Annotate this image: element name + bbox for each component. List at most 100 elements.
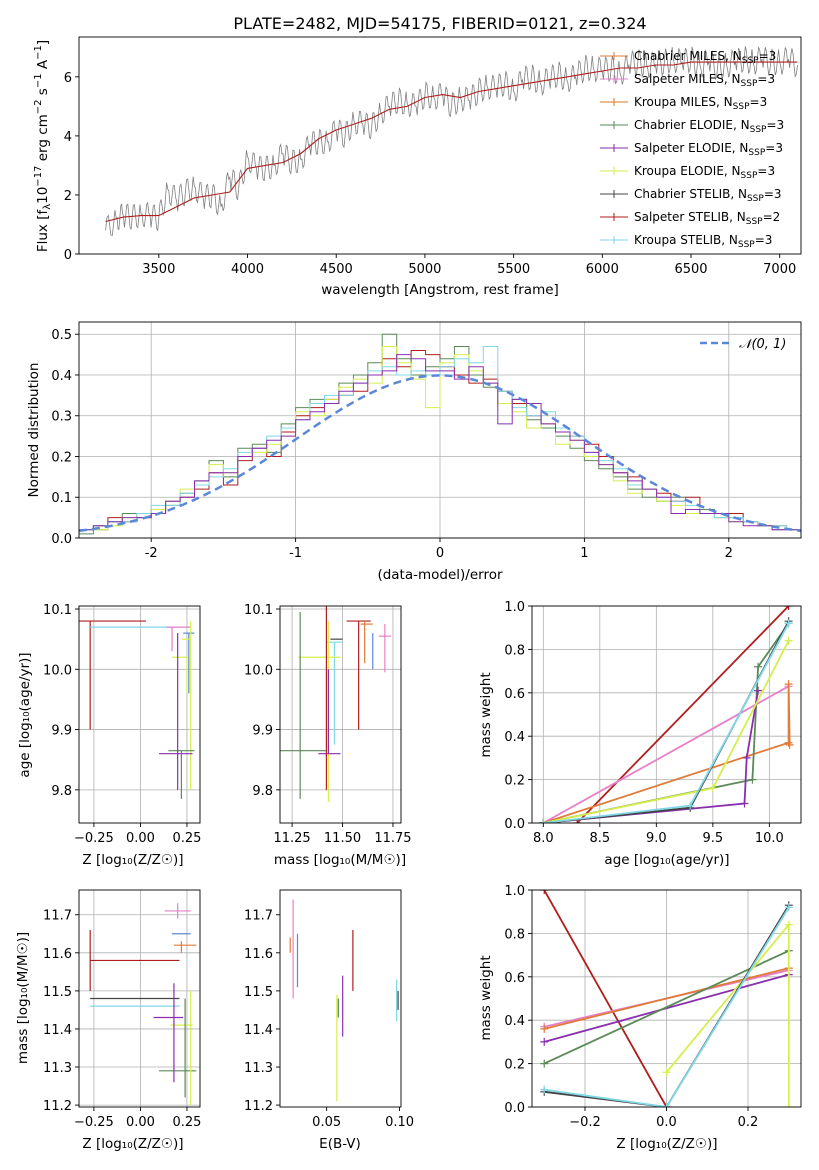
x-tick-label: −0.25 <box>74 1115 114 1130</box>
y-tick-label: 0.4 <box>504 730 525 745</box>
y-tick-label: 9.9 <box>252 724 273 739</box>
x-tick-label: 3500 <box>142 262 175 277</box>
y-tick-label: 1.0 <box>504 600 525 615</box>
weight-point <box>662 1068 671 1077</box>
y-tick-label: 9.8 <box>252 784 273 799</box>
mass-z-ylabel: mass [log₁₀(M/M☉)] <box>15 932 31 1064</box>
spectrum-ylabel: Flux [fλ10−17 erg cm−2 s−1 A−1] <box>33 40 53 252</box>
plot-area <box>105 45 798 236</box>
y-tick-label: 0.5 <box>51 328 72 343</box>
weight-point <box>754 662 763 671</box>
y-tick-label: 0.0 <box>51 532 72 547</box>
y-tick-label: 10.0 <box>43 663 72 678</box>
y-tick-label: 11.5 <box>43 985 72 1000</box>
weight-point <box>785 740 794 749</box>
x-tick-label: 2 <box>725 546 733 561</box>
weight-age-plot: 8.0 8.5 9.0 9.5 10.0 0.0 0.2 0.4 0.6 0.8 1.0 <box>504 600 802 846</box>
x-tick-label: 8.0 <box>533 831 554 846</box>
weight-age-ylabel: mass weight <box>478 672 494 757</box>
x-tick-label: 0.0 <box>656 1115 677 1130</box>
weight-point <box>708 784 717 793</box>
y-tick-label: 11.2 <box>43 1099 72 1114</box>
plot-area <box>89 903 197 1106</box>
weight-point <box>686 801 695 810</box>
spectrum-data-line <box>105 45 798 236</box>
age-mass-panel: 11.25 11.50 11.75 9.8 9.9 10.0 10.1 mass [log₁… <box>244 603 411 868</box>
weight-line <box>543 949 790 1065</box>
y-tick-label: 0 <box>64 248 72 263</box>
weight-line <box>543 684 791 823</box>
axes-frame <box>279 605 402 824</box>
residual-plot: -2 -1 0 1 2 0.0 0.1 0.2 0.3 0.4 0.5 <box>51 321 802 561</box>
y-tick-label: 11.7 <box>43 909 72 924</box>
residual-legend: 𝒩(0, 1) <box>700 337 786 352</box>
error-bar-point <box>326 641 343 745</box>
x-tick-label: 7000 <box>763 262 796 277</box>
age-z-panel: −0.25 0.00 0.25 9.8 9.9 10.0 10.1 Z [log₁₀(Z/Z… <box>17 603 201 868</box>
y-tick-label: 0.6 <box>504 687 525 702</box>
weight-point <box>784 1103 793 1107</box>
y-tick-label: 11.6 <box>43 947 72 962</box>
x-tick-label: 4500 <box>320 262 353 277</box>
error-bar-point <box>346 620 371 730</box>
y-tick-label: 10.1 <box>244 603 273 618</box>
weight-point <box>539 819 548 823</box>
weight-line <box>544 906 790 1107</box>
x-tick-label: 6000 <box>586 262 619 277</box>
weight-point <box>662 1103 671 1107</box>
normal-legend-label: 𝒩(0, 1) <box>739 337 786 352</box>
x-tick-label: 0.2 <box>738 1115 759 1130</box>
y-tick-label: 0.2 <box>51 450 72 465</box>
legend-label: Chabrier ELODIE, NSSP=3 <box>634 118 784 135</box>
weight-z-plot: −0.2 0.0 0.2 0.0 0.2 0.4 0.6 0.8 1.0 <box>504 884 802 1130</box>
y-tick-label: 0.8 <box>504 927 525 942</box>
x-tick-label: -2 <box>145 546 158 561</box>
mass-ebv-xlabel: E(B-V) <box>319 1136 361 1152</box>
y-tick-label: 9.8 <box>51 784 72 799</box>
y-tick-label: 10.1 <box>43 603 72 618</box>
error-bar-point <box>318 669 341 755</box>
error-bar-point <box>280 612 327 799</box>
x-tick-label: 0.00 <box>126 1115 155 1130</box>
weight-z-xlabel: Z [log₁₀(Z/Z☉)] <box>616 1136 717 1152</box>
age-mass-plot: 11.25 11.50 11.75 9.8 9.9 10.0 10.1 <box>244 603 411 846</box>
plot-area <box>280 606 391 802</box>
plot-area <box>539 606 794 823</box>
x-tick-label: 10.0 <box>755 831 784 846</box>
axes-frame <box>279 889 402 1108</box>
weight-point <box>784 680 793 689</box>
age-z-ylabel: age [log₁₀(age/yr)] <box>17 652 33 777</box>
x-tick-label: 5500 <box>497 262 530 277</box>
weight-point <box>784 606 793 610</box>
y-tick-label: 0.3 <box>51 410 72 425</box>
x-tick-label: 1 <box>580 546 588 561</box>
y-tick-label: 0.0 <box>504 1101 525 1116</box>
y-tick-label: 0.0 <box>504 817 525 832</box>
weight-point <box>784 738 793 747</box>
error-bar-point <box>79 620 147 730</box>
axes-frame <box>78 889 201 1108</box>
x-tick-label: 11.75 <box>374 831 411 846</box>
legend-label: Chabrier MILES, NSSP=3 <box>634 49 776 66</box>
x-tick-label: 6500 <box>674 262 707 277</box>
age-z-xlabel: Z [log₁₀(Z/Z☉)] <box>82 852 183 868</box>
plot-area <box>79 620 195 799</box>
weight-point <box>540 1085 549 1094</box>
error-bar-point <box>378 624 391 673</box>
error-bar-point <box>164 903 191 919</box>
plot-area <box>289 899 399 1102</box>
x-tick-label: 0.25 <box>172 1115 201 1130</box>
axes-frame <box>531 605 802 824</box>
residual-panel: -2 -1 0 1 2 0.0 0.1 0.2 0.3 0.4 0.5 (data-model)/e… <box>26 321 802 583</box>
weight-point <box>540 1059 549 1068</box>
weight-point <box>748 775 757 784</box>
y-tick-label: 0.1 <box>51 491 72 506</box>
y-tick-label: 2 <box>64 189 72 204</box>
mass-ebv-plot: 0.05 0.10 11.2 11.3 11.4 11.5 11.6 11.7 <box>244 889 414 1130</box>
mass-ebv-panel: 0.05 0.10 11.2 11.3 11.4 11.5 11.6 11.7 E(B-V) <box>244 889 414 1152</box>
error-bar-point <box>173 941 197 953</box>
legend-label: Kroupa ELODIE, NSSP=3 <box>634 164 775 181</box>
weight-point <box>742 753 751 762</box>
axes-frame <box>78 605 201 824</box>
